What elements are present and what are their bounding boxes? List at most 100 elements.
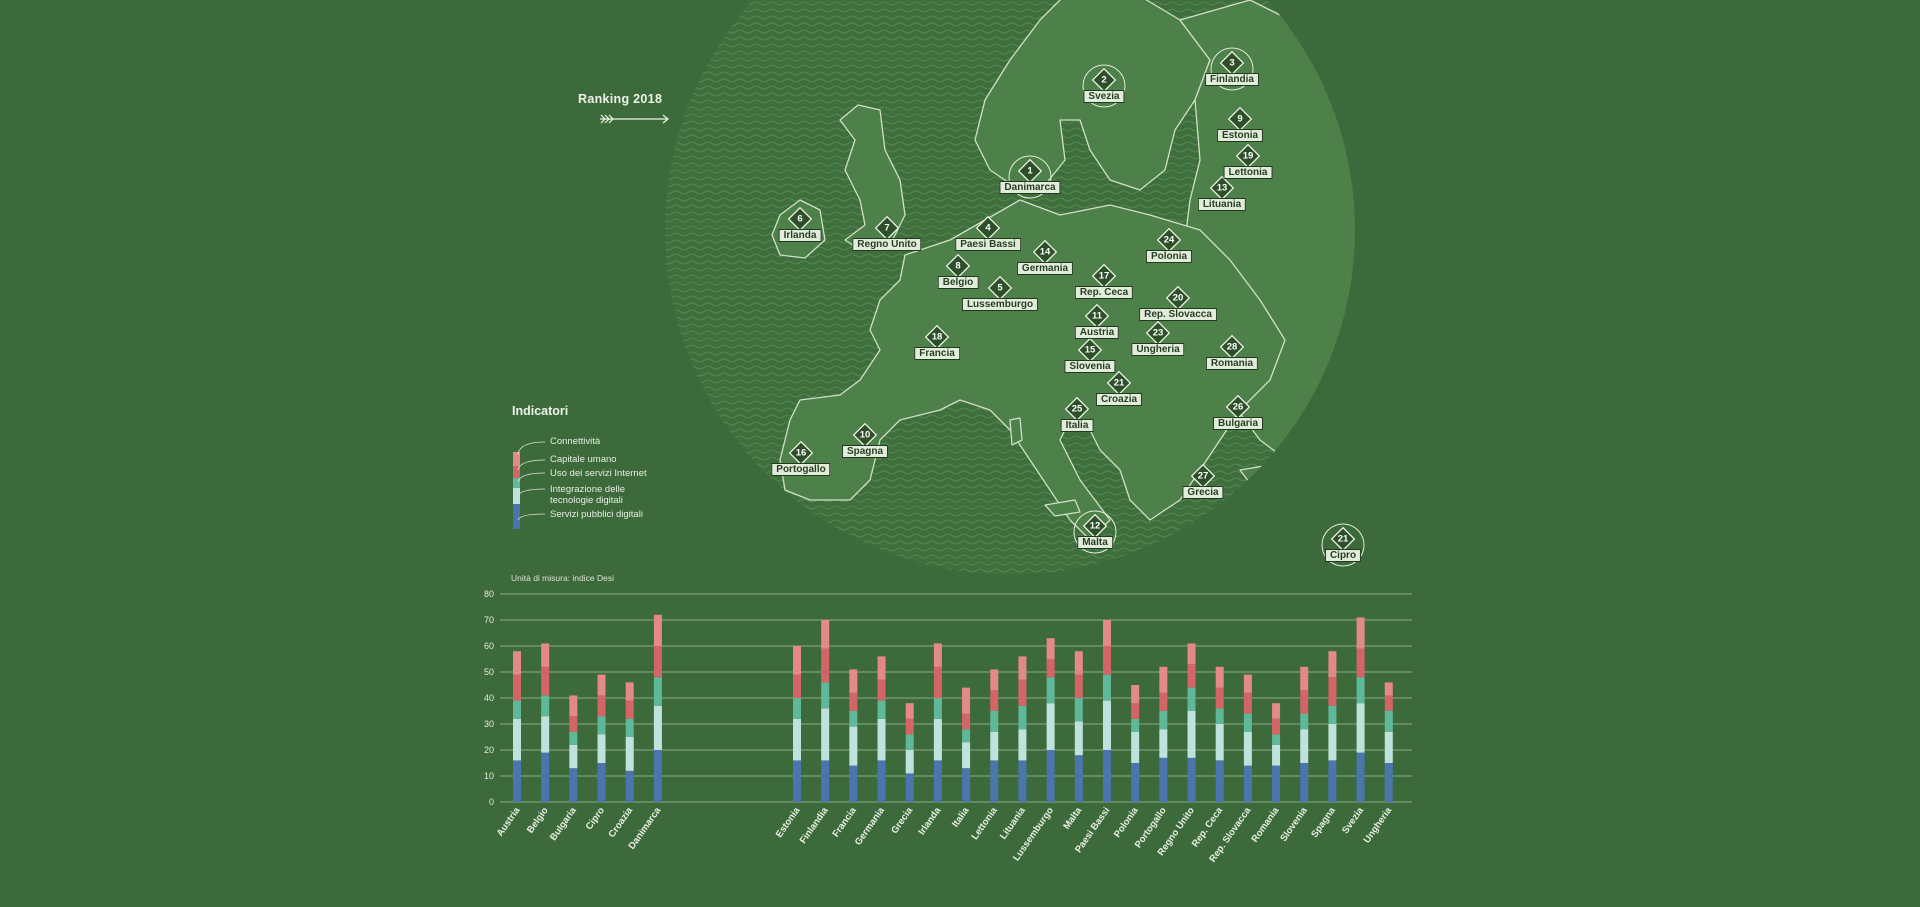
bar-lussemburgo-uso-dei-servizi-internet [1046, 677, 1055, 704]
legend-title: Indicatori [512, 404, 569, 418]
map-rank-polonia: 24 [1163, 234, 1175, 246]
bar-lituania-capitale-umano [1018, 679, 1027, 706]
bar-lettonia-connettivita [990, 669, 999, 691]
map-label-bulgaria: Bulgaria [1212, 417, 1264, 430]
bar-croazia-uso-dei-servizi-internet [625, 718, 634, 737]
map-label-polonia: Polonia [1145, 250, 1193, 263]
x-label-svezia: Svezia [1340, 805, 1366, 836]
bar-portogallo-connettivita [1159, 666, 1168, 693]
bar-irlanda-servizi-pubblici-digitali [933, 760, 942, 802]
bar-belgio-uso-dei-servizi-internet [541, 695, 550, 717]
bar-slovenia-connettivita [1300, 666, 1309, 691]
x-label-belgio: Belgio [525, 805, 551, 835]
bar-slovenia-capitale-umano [1300, 690, 1309, 714]
bar-germania-connettivita [877, 656, 886, 680]
bar-paesi-bassi-connettivita [1102, 620, 1111, 646]
bar-romania-capitale-umano [1272, 718, 1281, 735]
map-marker-rep-ceca [1091, 263, 1117, 289]
bar-lituania-servizi-pubblici-digitali [1018, 760, 1027, 802]
y-tick-label-80: 80 [484, 589, 494, 599]
map-rank-romania: 28 [1226, 341, 1238, 353]
bar-lussemburgo-connettivita [1046, 638, 1055, 659]
bar-romania-servizi-pubblici-digitali [1272, 765, 1281, 802]
bar-danimarca-connettivita [653, 614, 662, 646]
map-rank-francia: 18 [931, 331, 943, 343]
bar-polonia-integrazione-delle-tecnologie-digitali [1131, 731, 1140, 763]
bar-irlanda-capitale-umano [933, 666, 942, 698]
bar-lussemburgo-integrazione-delle-tecnologie-digitali [1046, 703, 1055, 750]
map-label-croazia: Croazia [1095, 393, 1143, 406]
bar-spagna-connettivita [1328, 651, 1337, 678]
map-rank-bulgaria: 26 [1232, 401, 1244, 413]
bar-croazia-capitale-umano [625, 700, 634, 719]
bar-austria-uso-dei-servizi-internet [513, 700, 521, 719]
map-rank-lituania: 13 [1216, 182, 1228, 194]
bar-svezia-capitale-umano [1356, 648, 1365, 678]
bar-svezia-connettivita [1356, 617, 1365, 649]
bar-italia-capitale-umano [962, 713, 971, 730]
bar-rep-slovacca-connettivita [1243, 674, 1252, 693]
map-rank-portogallo: 16 [795, 447, 807, 459]
bar-malta-capitale-umano [1074, 674, 1083, 698]
x-label-italia: Italia [950, 805, 972, 830]
map-label-spagna: Spagna [841, 445, 889, 458]
x-label-irlanda: Irlanda [916, 805, 943, 837]
map-marker-lituania [1209, 175, 1235, 201]
bar-svezia-uso-dei-servizi-internet [1356, 677, 1365, 704]
bar-danimarca-servizi-pubblici-digitali [653, 750, 662, 802]
bar-ungheria-integrazione-delle-tecnologie-digitali [1384, 731, 1393, 763]
x-label-romania: Romania [1249, 805, 1281, 845]
map-rank-italia: 25 [1071, 403, 1083, 415]
x-label-malta: Malta [1061, 805, 1084, 832]
map-label-grecia: Grecia [1182, 486, 1224, 499]
bar-danimarca-integrazione-delle-tecnologie-digitali [653, 705, 662, 750]
map-label-paesi-bassi: Paesi Bassi [955, 238, 1021, 251]
bar-rep-slovacca-integrazione-delle-tecnologie-digitali [1243, 731, 1252, 766]
bar-lettonia-capitale-umano [990, 690, 999, 711]
bar-rep-slovacca-uso-dei-servizi-internet [1243, 713, 1252, 732]
map-rank-slovenia: 15 [1084, 344, 1096, 356]
bar-paesi-bassi-servizi-pubblici-digitali [1102, 750, 1111, 802]
map-rank-rep-ceca: 17 [1098, 270, 1110, 282]
x-label-slovenia: Slovenia [1278, 805, 1310, 844]
map-marker-bulgaria [1225, 394, 1251, 420]
ranking-title: Ranking 2018 [578, 92, 663, 106]
bar-rep-slovacca-capitale-umano [1243, 692, 1252, 714]
map-marker-rep-slovacca [1165, 285, 1191, 311]
bar-irlanda-integrazione-delle-tecnologie-digitali [933, 718, 942, 761]
bar-cipro-capitale-umano [597, 695, 606, 717]
bar-belgio-connettivita [541, 643, 550, 667]
map-label-romania: Romania [1205, 357, 1259, 370]
map-rank-estonia: 9 [1237, 113, 1243, 125]
bar-romania-integrazione-delle-tecnologie-digitali [1272, 744, 1281, 766]
bar-grecia-servizi-pubblici-digitali [905, 773, 914, 802]
bar-finlandia-servizi-pubblici-digitali [821, 760, 830, 802]
bar-regno-unito-connettivita [1187, 643, 1196, 665]
map-label-svezia: Svezia [1083, 90, 1125, 103]
y-tick-label-20: 20 [484, 745, 494, 755]
map-marker-romania [1219, 334, 1245, 360]
bar-italia-servizi-pubblici-digitali [962, 768, 971, 802]
map-rank-spagna: 10 [859, 429, 871, 441]
map-label-slovenia: Slovenia [1064, 360, 1116, 373]
map-label-austria: Austria [1074, 326, 1120, 339]
bar-polonia-capitale-umano [1131, 703, 1140, 719]
map-rank-ungheria: 23 [1152, 327, 1164, 339]
bar-paesi-bassi-integrazione-delle-tecnologie-digitali [1102, 700, 1111, 750]
map-label-lituania: Lituania [1197, 198, 1247, 211]
map-label-regno-unito: Regno Unito [852, 238, 922, 251]
legend-graphic [513, 441, 546, 529]
map-marker-lussemburgo [987, 275, 1013, 301]
map-label-irlanda: Irlanda [778, 229, 822, 242]
bar-rep-slovacca-servizi-pubblici-digitali [1243, 765, 1252, 802]
map-rank-regno-unito: 7 [884, 222, 890, 234]
bar-regno-unito-capitale-umano [1187, 664, 1196, 688]
bar-danimarca-uso-dei-servizi-internet [653, 677, 662, 706]
bar-lituania-integrazione-delle-tecnologie-digitali [1018, 729, 1027, 761]
map-rank-germania: 14 [1039, 246, 1051, 258]
bar-francia-uso-dei-servizi-internet [849, 711, 858, 727]
bar-bulgaria-integrazione-delle-tecnologie-digitali [569, 744, 578, 769]
map-label-francia: Francia [914, 347, 960, 360]
map-rank-rep-slovacca: 20 [1172, 292, 1184, 304]
